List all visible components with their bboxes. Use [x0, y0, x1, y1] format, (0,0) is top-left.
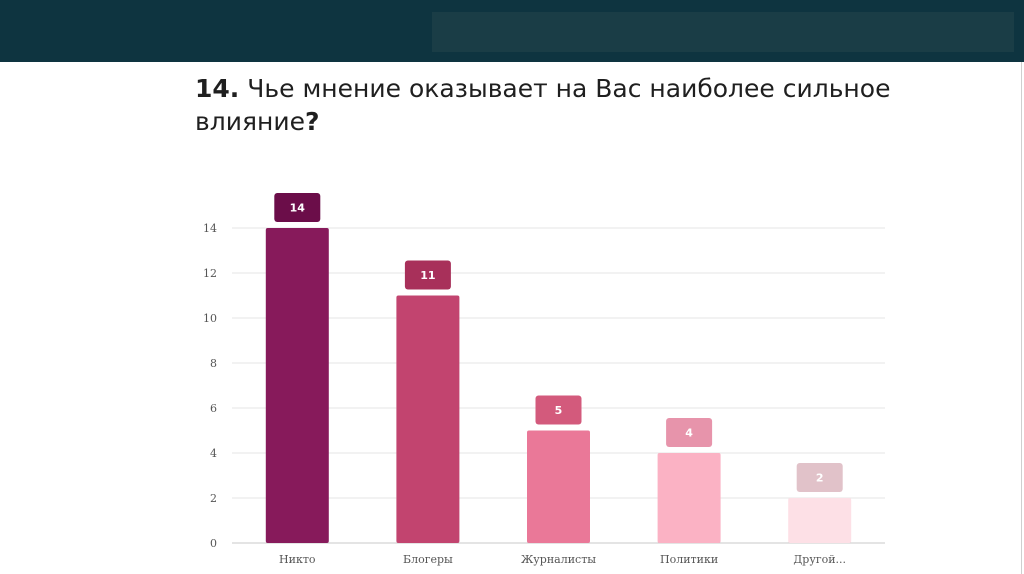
x-tick-label: Политики	[660, 553, 718, 566]
data-label: 5	[555, 404, 563, 417]
title-text: Чье мнение оказывает на Вас наиболее сил…	[195, 74, 891, 136]
data-label-box	[796, 463, 843, 492]
y-tick-label: 12	[203, 267, 217, 280]
data-label-box	[404, 260, 451, 290]
data-label: 11	[420, 269, 435, 282]
x-tick-label: Журналисты	[521, 553, 596, 566]
x-tick-label: Блогеры	[403, 553, 453, 566]
slide-edge	[1021, 62, 1022, 574]
header-bar	[0, 0, 1024, 62]
y-tick-label: 8	[210, 357, 217, 370]
bar	[265, 228, 329, 543]
bar	[657, 453, 721, 543]
y-tick-label: 2	[210, 492, 217, 505]
bar	[788, 498, 852, 543]
chart-title: 14. Чье мнение оказывает на Вас наиболее…	[195, 72, 915, 138]
title-question-mark: ?	[304, 107, 320, 136]
header-panel	[432, 12, 1014, 52]
data-label: 4	[685, 427, 693, 440]
bar	[396, 295, 460, 543]
title-number: 14.	[195, 74, 240, 103]
y-tick-label: 6	[210, 402, 217, 415]
y-tick-label: 4	[210, 447, 217, 460]
data-label: 14	[290, 202, 306, 215]
bar	[527, 430, 590, 543]
data-label-box	[666, 418, 713, 447]
y-tick-label: 0	[210, 537, 217, 550]
y-tick-label: 10	[203, 312, 217, 325]
x-tick-label: Другой...	[793, 553, 846, 566]
data-label: 2	[816, 472, 824, 485]
data-label-box	[274, 193, 321, 222]
x-tick-label: Никто	[279, 553, 316, 566]
data-label-box	[535, 395, 582, 425]
y-tick-label: 14	[203, 222, 217, 235]
